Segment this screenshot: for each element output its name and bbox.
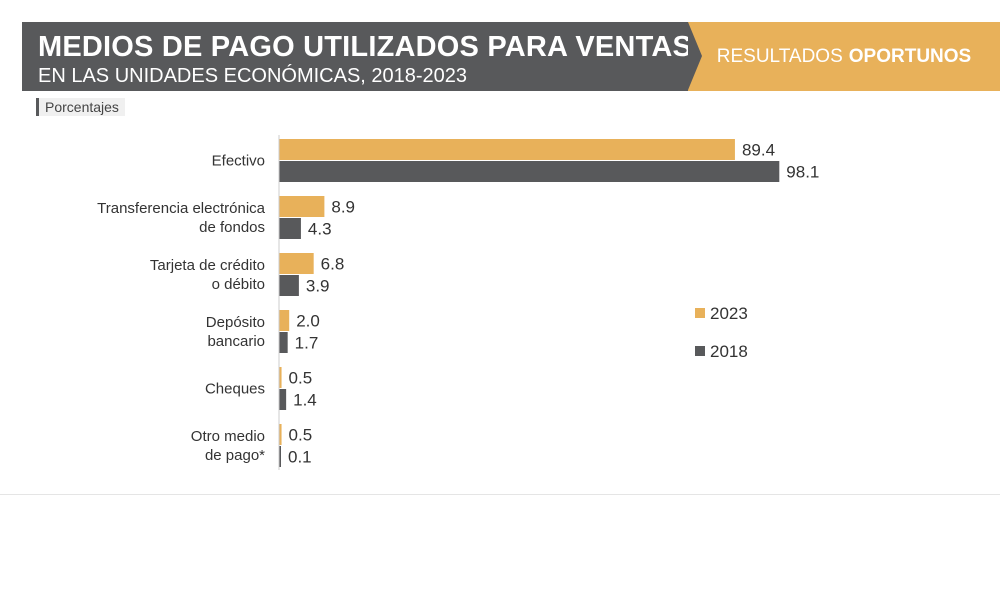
bar-2018 [279,446,281,467]
chart-subtitle: EN LAS UNIDADES ECONÓMICAS, 2018-2023 [38,65,468,87]
bar-2023 [279,196,325,217]
category-label: Otro medio [191,428,265,445]
badge-text-regular: RESULTADOS [716,45,843,67]
data-label-2023: 89.4 [742,141,775,160]
bar-2018 [279,161,780,182]
category-label: Efectivo [212,153,265,170]
bar-2018 [279,332,288,353]
data-label-2023: 2.0 [296,312,320,331]
category-label: de pago* [205,447,265,464]
bottom-divider [0,494,1000,495]
category-label: Depósito [206,314,265,331]
data-label-2018: 98.1 [786,163,819,182]
data-label-2023: 0.5 [289,426,313,445]
bar-2023 [279,367,282,388]
results-badge: RESULTADOS OPORTUNOS [688,22,1000,91]
badge-text-bold: OPORTUNOS [848,45,972,67]
bar-2018 [279,389,287,410]
legend-label-2018: 2018 [710,342,748,361]
chart-title: MEDIOS DE PAGO UTILIZADOS PARA VENTAS [38,31,693,63]
legend-label-2023: 2023 [710,304,748,323]
data-label-2023: 0.5 [289,369,313,388]
chart-header: MEDIOS DE PAGO UTILIZADOS PARA VENTAS EN… [22,22,692,91]
legend-swatch-2023 [695,308,705,318]
category-label: o débito [212,276,265,293]
bar-2018 [279,275,299,296]
legend-swatch-2018 [695,346,705,356]
category-label: de fondos [199,219,265,236]
category-label: Cheques [205,381,265,398]
header-arrow-shape [688,22,702,90]
bar-2023 [279,139,735,160]
bar-2023 [279,310,290,331]
data-label-2018: 1.4 [293,391,317,410]
bar-2023 [279,253,314,274]
data-label-2018: 1.7 [295,334,319,353]
data-label-2018: 3.9 [306,277,330,296]
data-label-2018: 4.3 [308,220,332,239]
bar-2023 [279,424,282,445]
category-label: bancario [207,333,265,350]
data-label-2018: 0.1 [288,448,312,467]
category-label: Transferencia electrónica [97,200,266,217]
data-label-2023: 6.8 [321,255,345,274]
units-label: Porcentajes [36,98,125,116]
bar-2018 [279,218,301,239]
data-label-2023: 8.9 [331,198,355,217]
category-label: Tarjeta de crédito [150,257,265,274]
